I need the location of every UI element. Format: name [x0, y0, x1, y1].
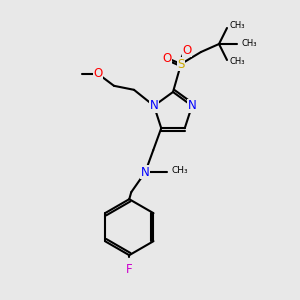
Text: CH₃: CH₃ — [171, 166, 188, 175]
Text: N: N — [150, 99, 158, 112]
Text: N: N — [141, 166, 150, 179]
Text: F: F — [126, 263, 133, 276]
Text: O: O — [182, 44, 192, 56]
Text: CH₃: CH₃ — [229, 22, 244, 31]
Text: O: O — [93, 67, 103, 80]
Text: O: O — [162, 52, 172, 64]
Text: N: N — [188, 99, 196, 112]
Text: S: S — [177, 58, 185, 70]
Text: CH₃: CH₃ — [229, 58, 244, 67]
Text: CH₃: CH₃ — [241, 40, 256, 49]
